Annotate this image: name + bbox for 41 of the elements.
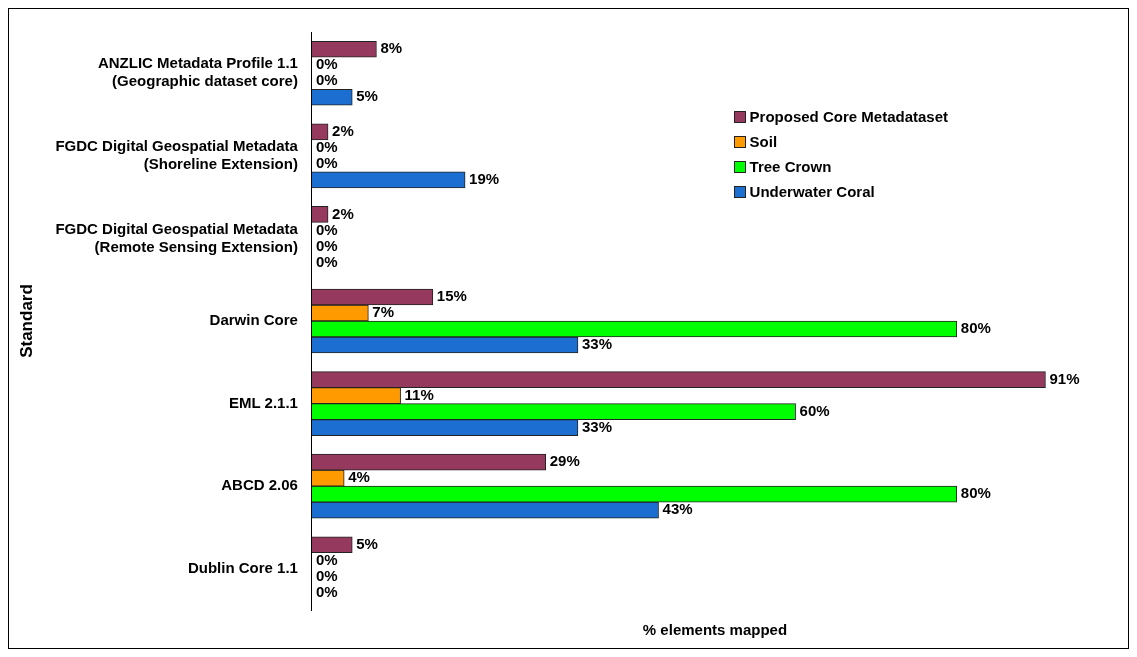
- data-label: 0%: [315, 582, 338, 600]
- data-label: 43%: [662, 500, 693, 518]
- data-label: 0%: [315, 138, 338, 155]
- y-tick-label: ANZLIC Metadata Profile 1.1 (Geographic dataset core): [97, 54, 298, 90]
- y-tick-label: EML 2.1.1: [229, 393, 298, 411]
- y-axis-title: Standard: [16, 284, 36, 358]
- y-tick-label: Darwin Core: [209, 311, 298, 329]
- data-label: 0%: [315, 566, 338, 584]
- legend-label: Underwater Coral: [749, 182, 875, 202]
- y-tick-label: FGDC Digital Geospatial Metadata (Shoreline Extension): [55, 137, 299, 172]
- data-label: 2%: [332, 122, 354, 139]
- data-label: 0%: [315, 55, 338, 73]
- y-tick-label: ABCD 2.06: [221, 476, 298, 494]
- data-label: 91%: [1049, 369, 1080, 387]
- data-label: 33%: [581, 417, 612, 435]
- data-label: 0%: [315, 236, 338, 254]
- data-label: 5%: [356, 534, 378, 552]
- y-tick-label: FGDC Digital Geospatial Metadata (Remote Sensing Extension): [55, 219, 299, 255]
- data-label: 19%: [469, 170, 500, 187]
- data-label: 29%: [549, 452, 580, 470]
- y-tick-label: Dublin Core 1.1: [187, 558, 298, 576]
- x-axis-title: % elements mapped: [642, 621, 788, 639]
- data-label: 0%: [315, 220, 338, 238]
- data-label: 11%: [404, 385, 434, 403]
- legend-label: Tree Crown: [749, 157, 832, 177]
- data-label: 4%: [348, 468, 370, 486]
- data-label: 8%: [380, 39, 403, 57]
- data-label: 0%: [315, 154, 338, 171]
- data-label: 0%: [315, 252, 338, 270]
- legend-label: Proposed Core Metadataset: [749, 107, 948, 127]
- data-label: 5%: [356, 87, 378, 105]
- data-label: 7%: [372, 303, 395, 321]
- data-label: 33%: [581, 335, 612, 353]
- data-label: 2%: [332, 204, 354, 222]
- data-label: 15%: [436, 287, 467, 305]
- data-label: 80%: [960, 484, 991, 502]
- legend-label: Soil: [749, 132, 778, 152]
- data-label: 0%: [315, 71, 338, 89]
- data-label: 0%: [315, 550, 338, 568]
- data-label: 60%: [799, 401, 830, 419]
- data-label: 80%: [960, 319, 991, 337]
